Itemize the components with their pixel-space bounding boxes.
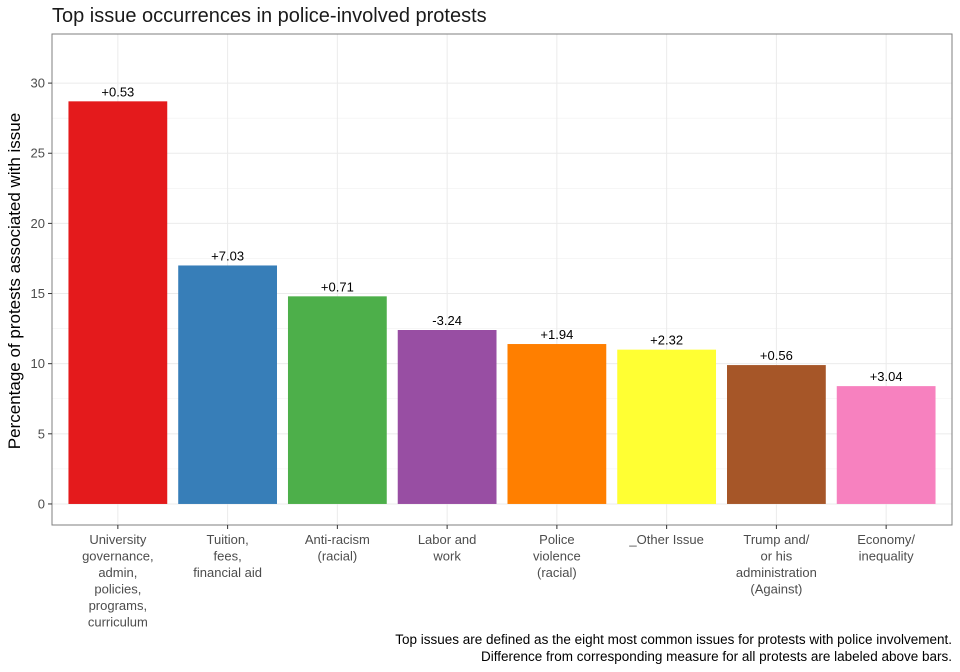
plot-panel-border xyxy=(51,33,953,526)
bar xyxy=(836,386,936,504)
y-tick-label: 20 xyxy=(31,216,45,231)
bar xyxy=(397,330,497,504)
bar-data-label: -3.24 xyxy=(432,313,462,328)
y-tick-label: 5 xyxy=(38,426,45,441)
bars xyxy=(68,101,936,504)
bar xyxy=(617,349,717,504)
bar xyxy=(727,365,826,504)
y-tick-label: 15 xyxy=(31,286,45,301)
bar-data-label: +0.71 xyxy=(321,279,354,294)
bar-data-label: +0.56 xyxy=(760,348,793,363)
x-tick-label: Economy/inequality xyxy=(857,532,915,564)
bar xyxy=(507,344,607,504)
x-tick-label: Police violence (racial) xyxy=(533,532,581,580)
x-tick-label: _Other Issue xyxy=(628,532,703,547)
y-tick-label: 25 xyxy=(31,146,45,161)
y-tick-label: 10 xyxy=(31,356,45,371)
y-axis: 0 5 10 15 20 25 30 xyxy=(31,76,52,511)
y-axis-title: Percentage of protests associated with i… xyxy=(5,113,24,449)
bar-data-label: +7.03 xyxy=(211,248,244,263)
x-tick-label: Tuition, fees, financial aid xyxy=(193,532,262,580)
bar xyxy=(287,296,387,504)
caption-line-1: Top issues are defined as the eight most… xyxy=(395,632,952,647)
bar-data-label: +3.04 xyxy=(870,369,903,384)
caption-line-2: Difference from corresponding measure fo… xyxy=(481,649,952,664)
caption: Top issues are defined as the eight most… xyxy=(395,631,952,665)
data-labels: +0.53 +7.03 +0.71 -3.24 +1.94 +2.32 +0.56 +3.04 xyxy=(101,84,902,384)
bar-data-label: +0.53 xyxy=(101,84,134,99)
bar-data-label: +1.94 xyxy=(540,327,573,342)
x-tick-label: University governance, admin, policies, prog… xyxy=(82,532,154,630)
x-tick-label: Labor and work xyxy=(418,532,477,564)
bar xyxy=(178,265,277,504)
x-tick-label: Anti-racism (racial) xyxy=(305,532,370,564)
y-tick-label: 0 xyxy=(38,496,45,511)
y-tick-label: 30 xyxy=(31,76,45,91)
bar xyxy=(68,101,168,504)
bar-data-label: +2.32 xyxy=(650,333,683,348)
x-tick-label: Trump and/or his administration (Against) xyxy=(736,532,817,597)
x-axis: University governance, admin, policies, prog… xyxy=(82,525,915,630)
chart-title: Top issue occurrences in police-involved… xyxy=(52,5,487,27)
